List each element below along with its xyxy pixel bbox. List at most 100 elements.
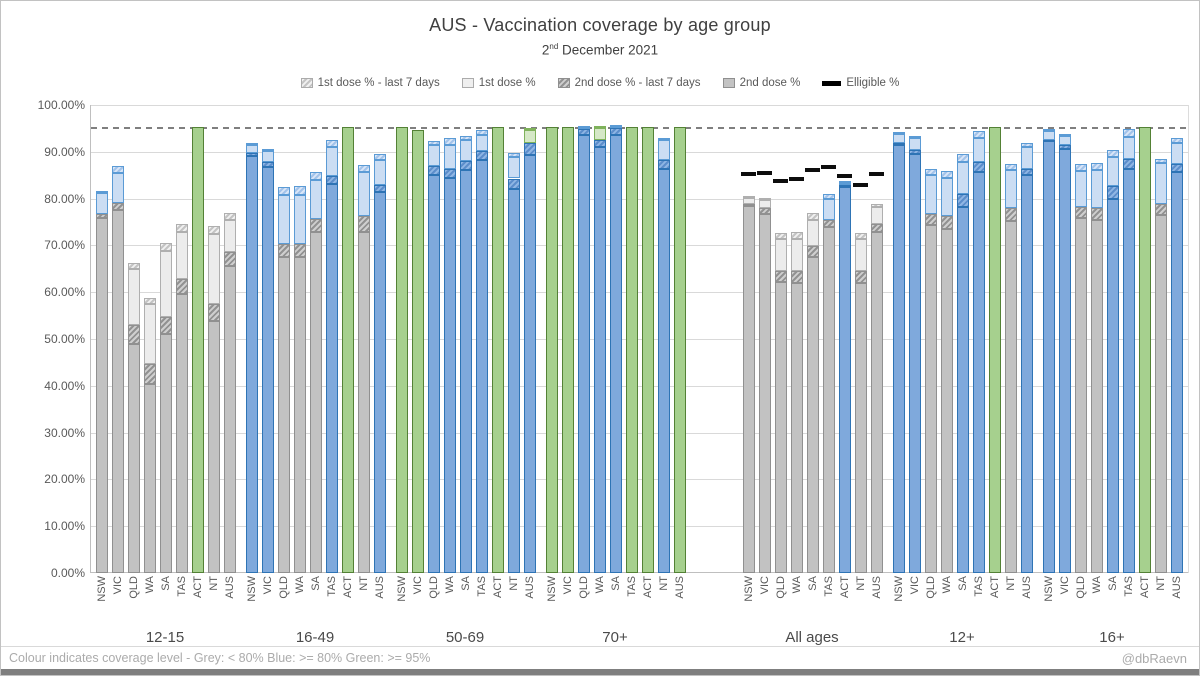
bar-50-69-SA: SA [460, 105, 472, 591]
segment-s2-grey [310, 231, 322, 573]
bar-12-15-VIC: VIC [112, 105, 124, 594]
segment-h1-blue [358, 165, 370, 172]
legend-swatch-hatch-dark-icon [557, 78, 570, 88]
segment-s2-blue [476, 160, 488, 573]
segment-h2-grey [759, 208, 771, 214]
gridline [91, 245, 1188, 247]
segment-s1-grey [128, 268, 140, 325]
segment-h1-blue [278, 187, 290, 196]
segment-s1-blue [1155, 163, 1167, 204]
segment-s2-green [546, 127, 558, 573]
x-axis-state-label: WA [1091, 576, 1103, 594]
bar-16-49-NSW: NSW [246, 105, 258, 602]
bar-50-69-VIC: VIC [412, 105, 424, 594]
segment-h1-blue [1021, 143, 1033, 148]
segment-s1-blue [112, 172, 124, 204]
bar-50-69-NSW: NSW [396, 105, 408, 602]
segment-h1-blue [374, 154, 386, 161]
x-axis-group-label: 16+ [1099, 629, 1125, 646]
segment-h2-blue [578, 128, 590, 135]
segment-h1-blue [1171, 137, 1183, 143]
y-axis-label: 50.00% [44, 332, 85, 346]
segment-s1-grey [144, 303, 156, 364]
segment-s2-blue [374, 192, 386, 573]
bar-All ages-SA: SA [805, 105, 820, 591]
segment-h1-blue [444, 138, 456, 146]
segment-s1-blue [262, 151, 274, 162]
bar-16+-QLD: QLD [1075, 105, 1087, 599]
bar-16+-NT: NT [1155, 105, 1167, 591]
x-axis-state-label: QLD [578, 576, 590, 599]
group-labels: 12-15 16-49 50-69 70+ All ages 12+ 16+ [90, 629, 1187, 646]
bar-12+-NT: NT [1005, 105, 1017, 591]
x-axis-state-label: NT [508, 576, 520, 591]
segment-h2-grey [112, 203, 124, 211]
segment-h1-blue [262, 149, 274, 152]
segment-s1-blue [96, 193, 108, 214]
x-axis-state-label: ACT [839, 576, 851, 598]
segment-s1-green [524, 129, 536, 143]
segment-h2-grey [823, 220, 835, 228]
x-axis-state-label: TAS [973, 576, 985, 597]
segment-s1-green [594, 128, 606, 140]
bar-12-15-SA: SA [160, 105, 172, 591]
segment-s2-grey [791, 283, 803, 573]
x-axis-state-label: QLD [775, 576, 787, 599]
segment-h1-blue [839, 181, 851, 184]
segment-h2-grey [144, 363, 156, 384]
segment-h1-blue [112, 166, 124, 173]
x-axis-state-label: ACT [342, 576, 354, 598]
segment-h2-blue [246, 153, 258, 156]
segment-s2-blue [524, 155, 536, 573]
x-axis-state-label: SA [160, 576, 172, 591]
segment-s2-grey [743, 206, 755, 573]
segment-h1-blue [1123, 129, 1135, 137]
segment-h2-blue [428, 166, 440, 176]
x-axis-state-label: TAS [626, 576, 638, 597]
bar-16+-SA: SA [1107, 105, 1119, 591]
segment-s1-blue [374, 160, 386, 185]
segment-h2-grey [775, 270, 787, 283]
bar-16-49-NT: NT [358, 105, 370, 591]
segment-s2-grey [224, 265, 236, 573]
x-axis-state-label: SA [807, 576, 819, 591]
x-axis-state-label: TAS [1123, 576, 1135, 597]
gridline [91, 432, 1188, 434]
x-axis-group-label: 16-49 [295, 629, 335, 646]
segment-s2-green [674, 127, 686, 573]
segment-s1-blue [957, 162, 969, 195]
x-axis-state-label: VIC [262, 576, 274, 595]
segment-h1-blue [941, 171, 953, 178]
x-axis-state-label: NSW [893, 576, 905, 602]
bar-16-49-VIC: VIC [262, 105, 274, 594]
segment-s2-blue [262, 166, 274, 573]
segment-h1-grey [160, 242, 172, 251]
segment-s2-green [492, 127, 504, 573]
x-axis-state-label: QLD [278, 576, 290, 599]
segment-s2-green [642, 127, 654, 573]
legend-item-5: Elligible % [822, 77, 899, 89]
bar-16+-VIC: VIC [1059, 105, 1071, 594]
segment-s2-blue [444, 178, 456, 573]
bar-12-15-NT: NT [208, 105, 220, 591]
segment-s1-blue [658, 140, 670, 161]
x-axis-group-label: 70+ [602, 629, 628, 646]
segment-s1-blue [508, 157, 520, 179]
bar-16-49-TAS: TAS [326, 105, 338, 597]
segment-h2-blue [594, 139, 606, 148]
x-axis-state-label: SA [460, 576, 472, 591]
x-axis-state-label: WA [791, 576, 803, 594]
x-axis-state-label: SA [957, 576, 969, 591]
segment-s2-grey [823, 227, 835, 573]
bar-12+-TAS: TAS [973, 105, 985, 597]
x-axis-state-label: SA [610, 576, 622, 591]
gridline [91, 385, 1188, 387]
segment-s2-green [1139, 127, 1151, 573]
bar-16-49-AUS: AUS [374, 105, 386, 599]
x-axis-state-label: VIC [562, 576, 574, 595]
segment-s1-grey [208, 233, 220, 304]
bar-70+-AUS: AUS [674, 105, 686, 599]
bar-70+-VIC: VIC [562, 105, 574, 594]
eligible-marker-WA [789, 177, 804, 182]
